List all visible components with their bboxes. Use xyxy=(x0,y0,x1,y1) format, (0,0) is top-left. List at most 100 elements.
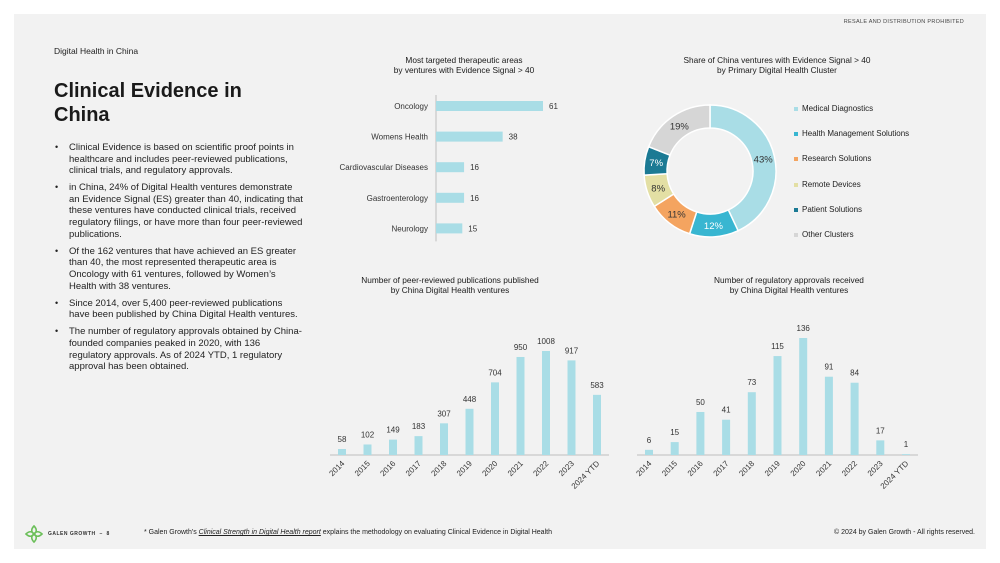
bar xyxy=(440,423,448,455)
bar xyxy=(465,408,474,455)
category-label: Gastroenterology xyxy=(367,194,428,203)
bar xyxy=(747,392,756,455)
legend-swatch xyxy=(794,207,798,212)
value-label: 307 xyxy=(437,409,451,418)
bar xyxy=(696,411,705,455)
page-number: 8 xyxy=(106,531,110,537)
bar xyxy=(436,131,503,142)
value-label: 136 xyxy=(797,324,811,333)
approvals-chart: Number of regulatory approvals received b… xyxy=(632,272,932,502)
cluster-donut-chart: Share of China ventures with Evidence Si… xyxy=(642,52,912,252)
section-label: Digital Health in China xyxy=(54,46,139,56)
bullet-item: Clinical Evidence is based on scientific… xyxy=(54,142,304,177)
x-tick-label: 2020 xyxy=(480,459,499,478)
bar xyxy=(645,449,653,455)
chart-title: Number of peer-reviewed publications pub… xyxy=(361,275,539,285)
x-tick-label: 2018 xyxy=(737,459,756,478)
legend-label: Patient Solutions xyxy=(802,204,863,214)
value-label: 102 xyxy=(361,430,375,439)
footer: GALEN GROWTH – 8 * Galen Growth's Clinic… xyxy=(14,519,986,549)
value-label: 448 xyxy=(463,395,477,404)
copyright: © 2024 by Galen Growth - All rights rese… xyxy=(834,529,975,536)
value-label: 1 xyxy=(904,440,909,449)
legend-swatch xyxy=(794,157,798,162)
footnote: * Galen Growth's Clinical Strength in Di… xyxy=(144,529,552,536)
value-label: 115 xyxy=(771,342,784,351)
value-label: 61 xyxy=(549,102,558,111)
value-label: 1008 xyxy=(537,337,555,346)
bar xyxy=(773,356,782,455)
slice-value-label: 19% xyxy=(670,121,690,132)
value-label: 73 xyxy=(747,378,756,387)
bar xyxy=(542,351,550,455)
legend-item: Patient Solutions xyxy=(794,205,909,230)
category-label: Womens Health xyxy=(371,133,428,142)
value-label: 41 xyxy=(722,406,731,415)
bar xyxy=(338,449,346,455)
resale-notice: RESALE AND DISTRIBUTION PROHIBITED xyxy=(843,19,964,25)
slice-value-label: 11% xyxy=(667,210,686,221)
bar xyxy=(850,382,859,455)
value-label: 15 xyxy=(670,428,679,437)
slice-value-label: 8% xyxy=(651,183,665,194)
x-tick-label: 2021 xyxy=(506,459,525,478)
value-label: 50 xyxy=(696,398,705,407)
x-tick-label: 2016 xyxy=(378,459,397,478)
legend-label: Other Clusters xyxy=(802,229,854,239)
chart-title: Most targeted therapeutic areas xyxy=(405,55,522,65)
value-label: 17 xyxy=(876,426,885,435)
chart-title: Number of regulatory approvals received xyxy=(714,275,864,285)
x-tick-label: 2015 xyxy=(353,459,372,478)
bar xyxy=(567,360,576,455)
legend-item: Medical Diagnostics xyxy=(794,104,909,129)
bullet-item: Since 2014, over 5,400 peer-reviewed pub… xyxy=(54,298,304,321)
bar xyxy=(824,376,833,455)
value-label: 183 xyxy=(412,422,426,431)
x-tick-label: 2014 xyxy=(327,459,346,478)
footnote-prefix: * Galen Growth's xyxy=(144,529,197,536)
value-label: 38 xyxy=(509,133,518,142)
x-tick-label: 2022 xyxy=(840,459,859,478)
bar xyxy=(491,382,499,455)
legend-label: Health Management Solutions xyxy=(802,129,910,139)
bullet-list: Clinical Evidence is based on scientific… xyxy=(54,142,304,378)
publications-chart-svg: Number of peer-reviewed publications pub… xyxy=(327,275,609,491)
x-tick-label: 2016 xyxy=(686,459,705,478)
bar xyxy=(670,442,679,455)
bullet-item: in China, 24% of Digital Health ventures… xyxy=(54,182,304,240)
page-title: Clinical Evidence in China xyxy=(54,80,242,126)
value-label: 16 xyxy=(470,163,479,172)
bar xyxy=(876,440,885,455)
cluster-legend: Medical Diagnostics Health Management Sol… xyxy=(794,104,909,255)
approvals-chart-svg: Number of regulatory approvals receivedb… xyxy=(634,275,918,491)
x-tick-label: 2019 xyxy=(455,459,474,478)
slide: RESALE AND DISTRIBUTION PROHIBITED Digit… xyxy=(14,14,986,549)
legend-label: Remote Devices xyxy=(802,179,861,189)
brand-name: GALEN GROWTH xyxy=(48,531,96,537)
x-tick-label: 2023 xyxy=(866,459,885,478)
bar xyxy=(436,192,465,203)
value-label: 917 xyxy=(565,346,579,355)
category-label: Oncology xyxy=(394,102,428,111)
bullet-item: Of the 162 ventures that have achieved a… xyxy=(54,246,304,292)
chart-title: Share of China ventures with Evidence Si… xyxy=(683,55,870,65)
legend-swatch xyxy=(794,132,798,137)
legend-label: Research Solutions xyxy=(802,154,872,164)
value-label: 583 xyxy=(590,381,604,390)
legend-label: Medical Diagnostics xyxy=(802,104,874,113)
value-label: 6 xyxy=(647,436,652,445)
x-tick-label: 2017 xyxy=(712,459,731,478)
legend-swatch xyxy=(794,107,798,111)
category-label: Cardiovascular Diseases xyxy=(340,163,428,172)
legend-swatch xyxy=(794,182,798,187)
x-tick-label: 2023 xyxy=(557,459,576,478)
chart-title: by ventures with Evidence Signal > 40 xyxy=(394,65,535,75)
x-tick-label: 2015 xyxy=(660,459,679,478)
bar xyxy=(363,444,372,455)
value-label: 950 xyxy=(514,343,528,352)
chart-title: by China Digital Health ventures xyxy=(391,285,510,295)
x-tick-label: 2019 xyxy=(763,459,782,478)
report-link[interactable]: Clinical Strength in Digital Health repo… xyxy=(198,529,321,536)
x-tick-label: 2020 xyxy=(789,459,808,478)
slice-value-label: 7% xyxy=(649,158,663,169)
